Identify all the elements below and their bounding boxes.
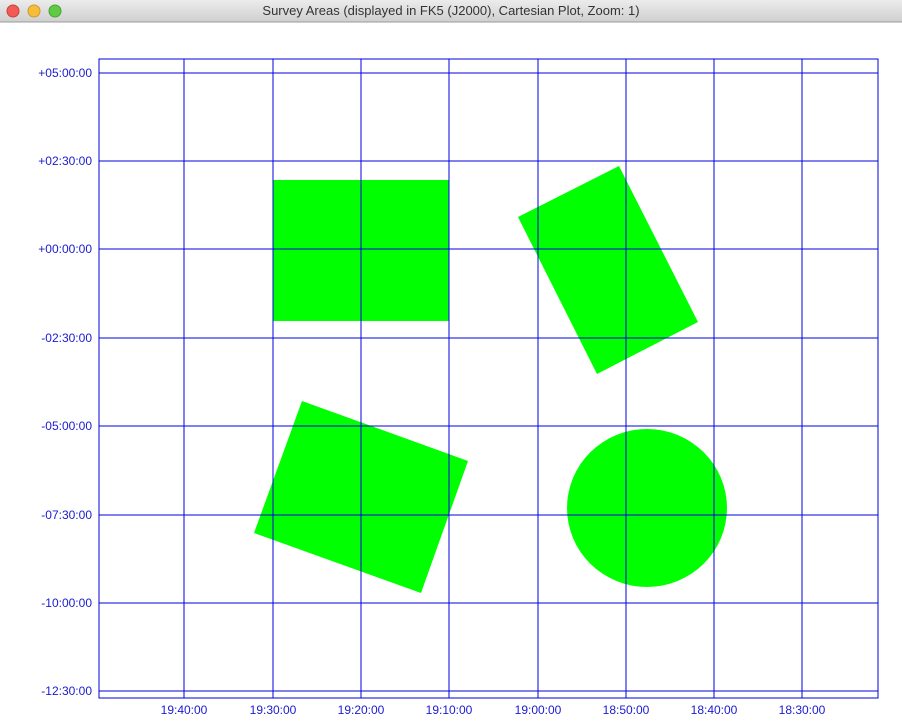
y-tick-label: -02:30:00 [41,331,92,345]
minimize-button[interactable] [27,4,41,18]
y-tick-label: -05:00:00 [41,419,92,433]
y-tick-label: +05:00:00 [38,66,92,80]
y-tick-label: -07:30:00 [41,508,92,522]
x-tick-label: 18:40:00 [691,703,738,717]
y-tick-label: -12:30:00 [41,684,92,698]
plot-frame [98,58,879,699]
survey-area [518,166,698,374]
x-tick-label: 19:00:00 [515,703,562,717]
y-tick-label: -10:00:00 [41,596,92,610]
x-tick-label: 19:10:00 [426,703,473,717]
y-tick-label: +02:30:00 [38,154,92,168]
x-tick-label: 18:50:00 [603,703,650,717]
zoom-button[interactable] [48,4,62,18]
x-tick-label: 19:40:00 [161,703,208,717]
x-tick-label: 18:30:00 [779,703,826,717]
x-tick-label: 19:20:00 [338,703,385,717]
survey-area [567,429,727,587]
title-bar [0,0,902,22]
grid [99,59,878,698]
x-tick-label: 19:30:00 [250,703,297,717]
close-button[interactable] [6,4,20,18]
window-title: Survey Areas (displayed in FK5 (J2000), … [262,3,639,18]
survey-areas [254,166,727,593]
y-tick-label: +00:00:00 [38,242,92,256]
